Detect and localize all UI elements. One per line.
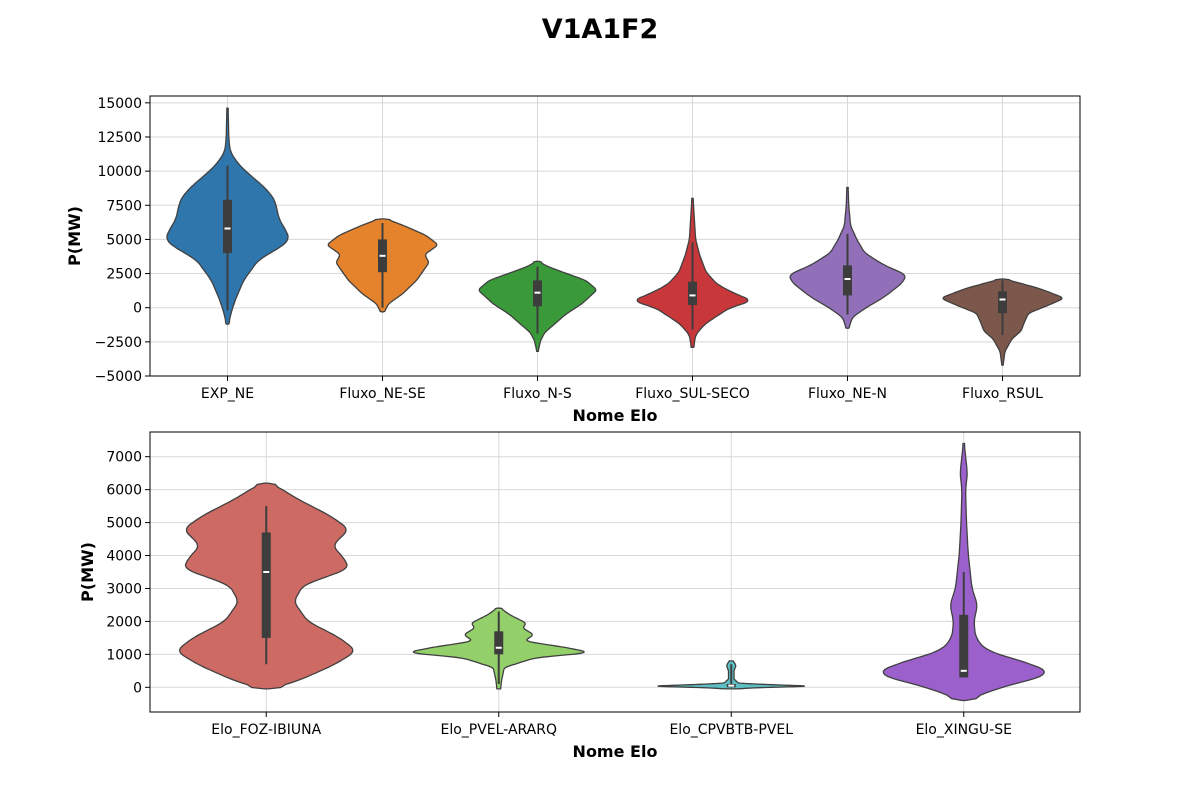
violin-iqr-box	[998, 291, 1007, 314]
violin-iqr-box	[223, 199, 232, 254]
axes-frame	[149, 431, 1081, 713]
violin-iqr-box	[494, 631, 504, 655]
x-axis-title: Nome Elo	[573, 406, 658, 425]
x-tick-label: EXP_NE	[201, 386, 254, 402]
x-tick-label: Fluxo_SUL-SECO	[635, 386, 750, 402]
y-tick-label: 6000	[106, 483, 142, 499]
violin-fluxo_ne-se	[327, 218, 438, 313]
chart-panel-bottom: 0 1000 2000 3000 4000 5000 6000 7000 Elo_FOZ-IBI…	[78, 431, 1081, 761]
y-axis-title: P(MW)	[65, 206, 84, 266]
violin-elo_xingu-se	[882, 442, 1045, 702]
y-tick-label: 5000	[106, 232, 142, 248]
y-tick-label: 2500	[106, 267, 142, 283]
x-tick-label: Elo_CPVBTB-PVEL	[669, 722, 793, 738]
x-tick-label: Fluxo_N-S	[503, 386, 572, 402]
x-tick-label: Elo_FOZ-IBIUNA	[211, 722, 321, 738]
violin-fluxo_ne-n	[789, 186, 906, 329]
y-axis-title: P(MW)	[78, 542, 97, 602]
violin-fluxo_rsul	[942, 278, 1063, 366]
violin-fluxo_sul-seco	[636, 197, 749, 348]
violin-exp_ne	[166, 107, 289, 325]
y-tick-label: 0	[133, 680, 142, 696]
violin-iqr-box	[959, 614, 969, 678]
y-tick-label: 7500	[106, 198, 142, 214]
x-axis-title: Nome Elo	[573, 742, 658, 761]
y-tick-label: 7000	[106, 450, 142, 466]
y-tick-label: 1000	[106, 647, 142, 663]
y-tick-label: 3000	[106, 581, 142, 597]
y-tick-label: 4000	[106, 549, 142, 565]
violin-iqr-box	[843, 265, 852, 296]
figure-title: V1A1F2	[542, 14, 659, 45]
violin-iqr-box	[261, 532, 271, 638]
violin-fluxo_n-s	[478, 260, 597, 353]
y-tick-label: −5000	[95, 369, 142, 385]
x-tick-label: Fluxo_NE-SE	[339, 386, 425, 402]
y-tick-label: 12500	[97, 130, 142, 146]
x-tick-label: Fluxo_NE-N	[808, 386, 887, 402]
y-tick-label: 2000	[106, 614, 142, 630]
violin-iqr-box	[688, 281, 697, 305]
x-tick-label: Elo_PVEL-ARARQ	[440, 722, 557, 738]
violin-elo_cpvbtb-pvel	[657, 660, 805, 690]
y-tick-label: 10000	[97, 164, 142, 180]
y-tick-label: 0	[133, 301, 142, 317]
violin-elo_foz-ibiuna	[179, 482, 354, 690]
y-tick-label: 15000	[97, 96, 142, 112]
y-tick-label: 5000	[106, 516, 142, 532]
axes-frame	[149, 95, 1081, 377]
x-tick-label: Fluxo_RSUL	[962, 386, 1043, 402]
chart-panel-top: −5000 −2500 0 2500 5000 7500 10000 12500 15000 EX…	[65, 95, 1081, 425]
violin-elo_pvel-ararq	[412, 607, 585, 690]
y-tick-label: −2500	[95, 335, 142, 351]
x-tick-label: Elo_XINGU-SE	[916, 722, 1012, 738]
